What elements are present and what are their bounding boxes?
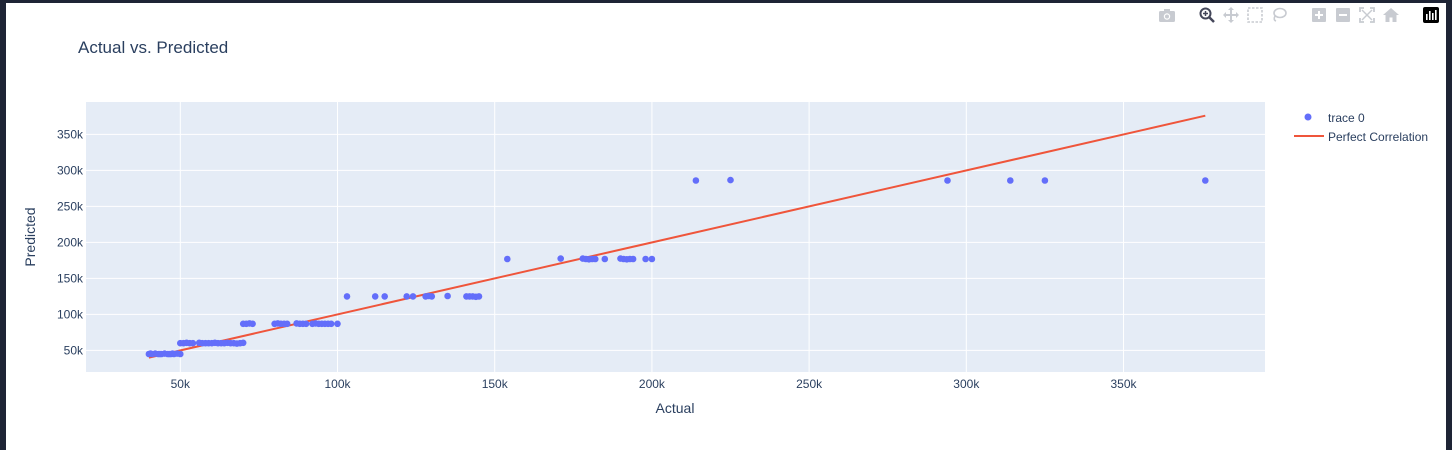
legend-label-perfect-correlation: Perfect Correlation — [1328, 130, 1428, 144]
scatter-point[interactable] — [1007, 177, 1014, 184]
scatter-point[interactable] — [444, 292, 451, 300]
plotly-logo-icon[interactable] — [1422, 7, 1440, 23]
chart-svg: 50k 100k 150k 200k 250k 300k 350k 50k 100k 150k 2… — [22, 38, 1428, 416]
scatter-point[interactable] — [409, 293, 417, 300]
y-tick-label: 200k — [57, 235, 84, 249]
scatter-point[interactable] — [557, 255, 564, 262]
autoscale-icon[interactable] — [1358, 7, 1376, 23]
gridlines — [86, 102, 1265, 372]
line-layer — [148, 114, 1206, 359]
scatter-point[interactable] — [156, 350, 164, 358]
scatter-point[interactable] — [334, 320, 341, 328]
y-tick-label: 150k — [57, 271, 84, 285]
y-axis-ticks: 50k 100k 150k 200k 250k 300k 350k — [57, 127, 84, 357]
scatter-point[interactable] — [166, 350, 173, 358]
scatter-point[interactable] — [692, 177, 700, 184]
reset-axes-icon[interactable] — [1382, 7, 1400, 23]
scatter-point[interactable] — [283, 320, 291, 328]
scatter-point[interactable] — [249, 320, 256, 328]
scatter-point[interactable] — [944, 177, 951, 184]
y-tick-label: 50k — [64, 343, 84, 357]
x-tick-label: 100k — [325, 377, 352, 391]
x-tick-label: 50k — [171, 377, 191, 391]
scatter-point[interactable] — [381, 293, 389, 300]
modebar — [1158, 7, 1440, 23]
x-axis-title: Actual — [656, 400, 695, 416]
y-axis-title: Predicted — [22, 207, 38, 266]
scatter-point[interactable] — [642, 255, 649, 263]
scatter-point[interactable] — [221, 339, 228, 347]
x-tick-label: 150k — [482, 377, 509, 391]
legend: trace 0 Perfect Correlation — [1294, 111, 1428, 144]
zoom-icon[interactable] — [1198, 7, 1216, 23]
chart-container: 50k 100k 150k 200k 250k 300k 350k 50k 100k 150k 2… — [6, 3, 1446, 450]
y-tick-label: 250k — [57, 199, 84, 213]
x-tick-label: 200k — [639, 377, 666, 391]
scatter-point[interactable] — [629, 255, 637, 263]
lasso-select-icon[interactable] — [1270, 7, 1288, 23]
legend-label-trace-0: trace 0 — [1328, 111, 1365, 125]
scatter-point[interactable] — [205, 339, 212, 347]
x-tick-label: 250k — [796, 377, 823, 391]
y-tick-label: 300k — [57, 163, 84, 177]
scatter-point[interactable] — [727, 176, 734, 184]
scatter-point[interactable] — [343, 293, 351, 300]
scatter-point[interactable] — [177, 350, 184, 358]
box-select-icon[interactable] — [1246, 7, 1264, 23]
scatter-point[interactable] — [601, 255, 609, 263]
scatter-point[interactable] — [239, 339, 247, 347]
scatter-point[interactable] — [428, 293, 436, 300]
legend-item-trace-0[interactable]: trace 0 — [1304, 111, 1366, 125]
perfect-correlation-line — [148, 114, 1206, 359]
y-tick-label: 350k — [57, 127, 84, 141]
scatter-point[interactable] — [475, 293, 483, 300]
scatter-point[interactable] — [371, 293, 379, 300]
scatter-point[interactable] — [648, 255, 656, 263]
scatter-point[interactable] — [504, 255, 511, 263]
zoom-in-icon[interactable] — [1310, 7, 1328, 23]
y-tick-label: 100k — [57, 307, 84, 321]
marker-layer — [145, 176, 1209, 358]
pan-icon[interactable] — [1222, 7, 1240, 23]
scatter-point[interactable] — [403, 293, 411, 300]
x-axis-ticks: 50k 100k 150k 200k 250k 300k 350k — [171, 377, 1138, 391]
scatter-point[interactable] — [302, 320, 310, 328]
scatter-point[interactable] — [147, 350, 154, 357]
x-tick-label: 300k — [953, 377, 980, 391]
camera-icon[interactable] — [1158, 7, 1176, 23]
scatter-point[interactable] — [1202, 177, 1209, 184]
x-tick-label: 350k — [1111, 377, 1138, 391]
scatter-point[interactable] — [592, 255, 599, 263]
legend-marker-trace-0 — [1304, 113, 1312, 121]
zoom-out-icon[interactable] — [1334, 7, 1352, 23]
scatter-point[interactable] — [327, 320, 335, 328]
chart-title: Actual vs. Predicted — [78, 38, 228, 57]
scatter-point[interactable] — [1041, 177, 1049, 184]
scatter-point[interactable] — [189, 339, 197, 347]
legend-item-perfect-correlation[interactable]: Perfect Correlation — [1294, 130, 1428, 144]
